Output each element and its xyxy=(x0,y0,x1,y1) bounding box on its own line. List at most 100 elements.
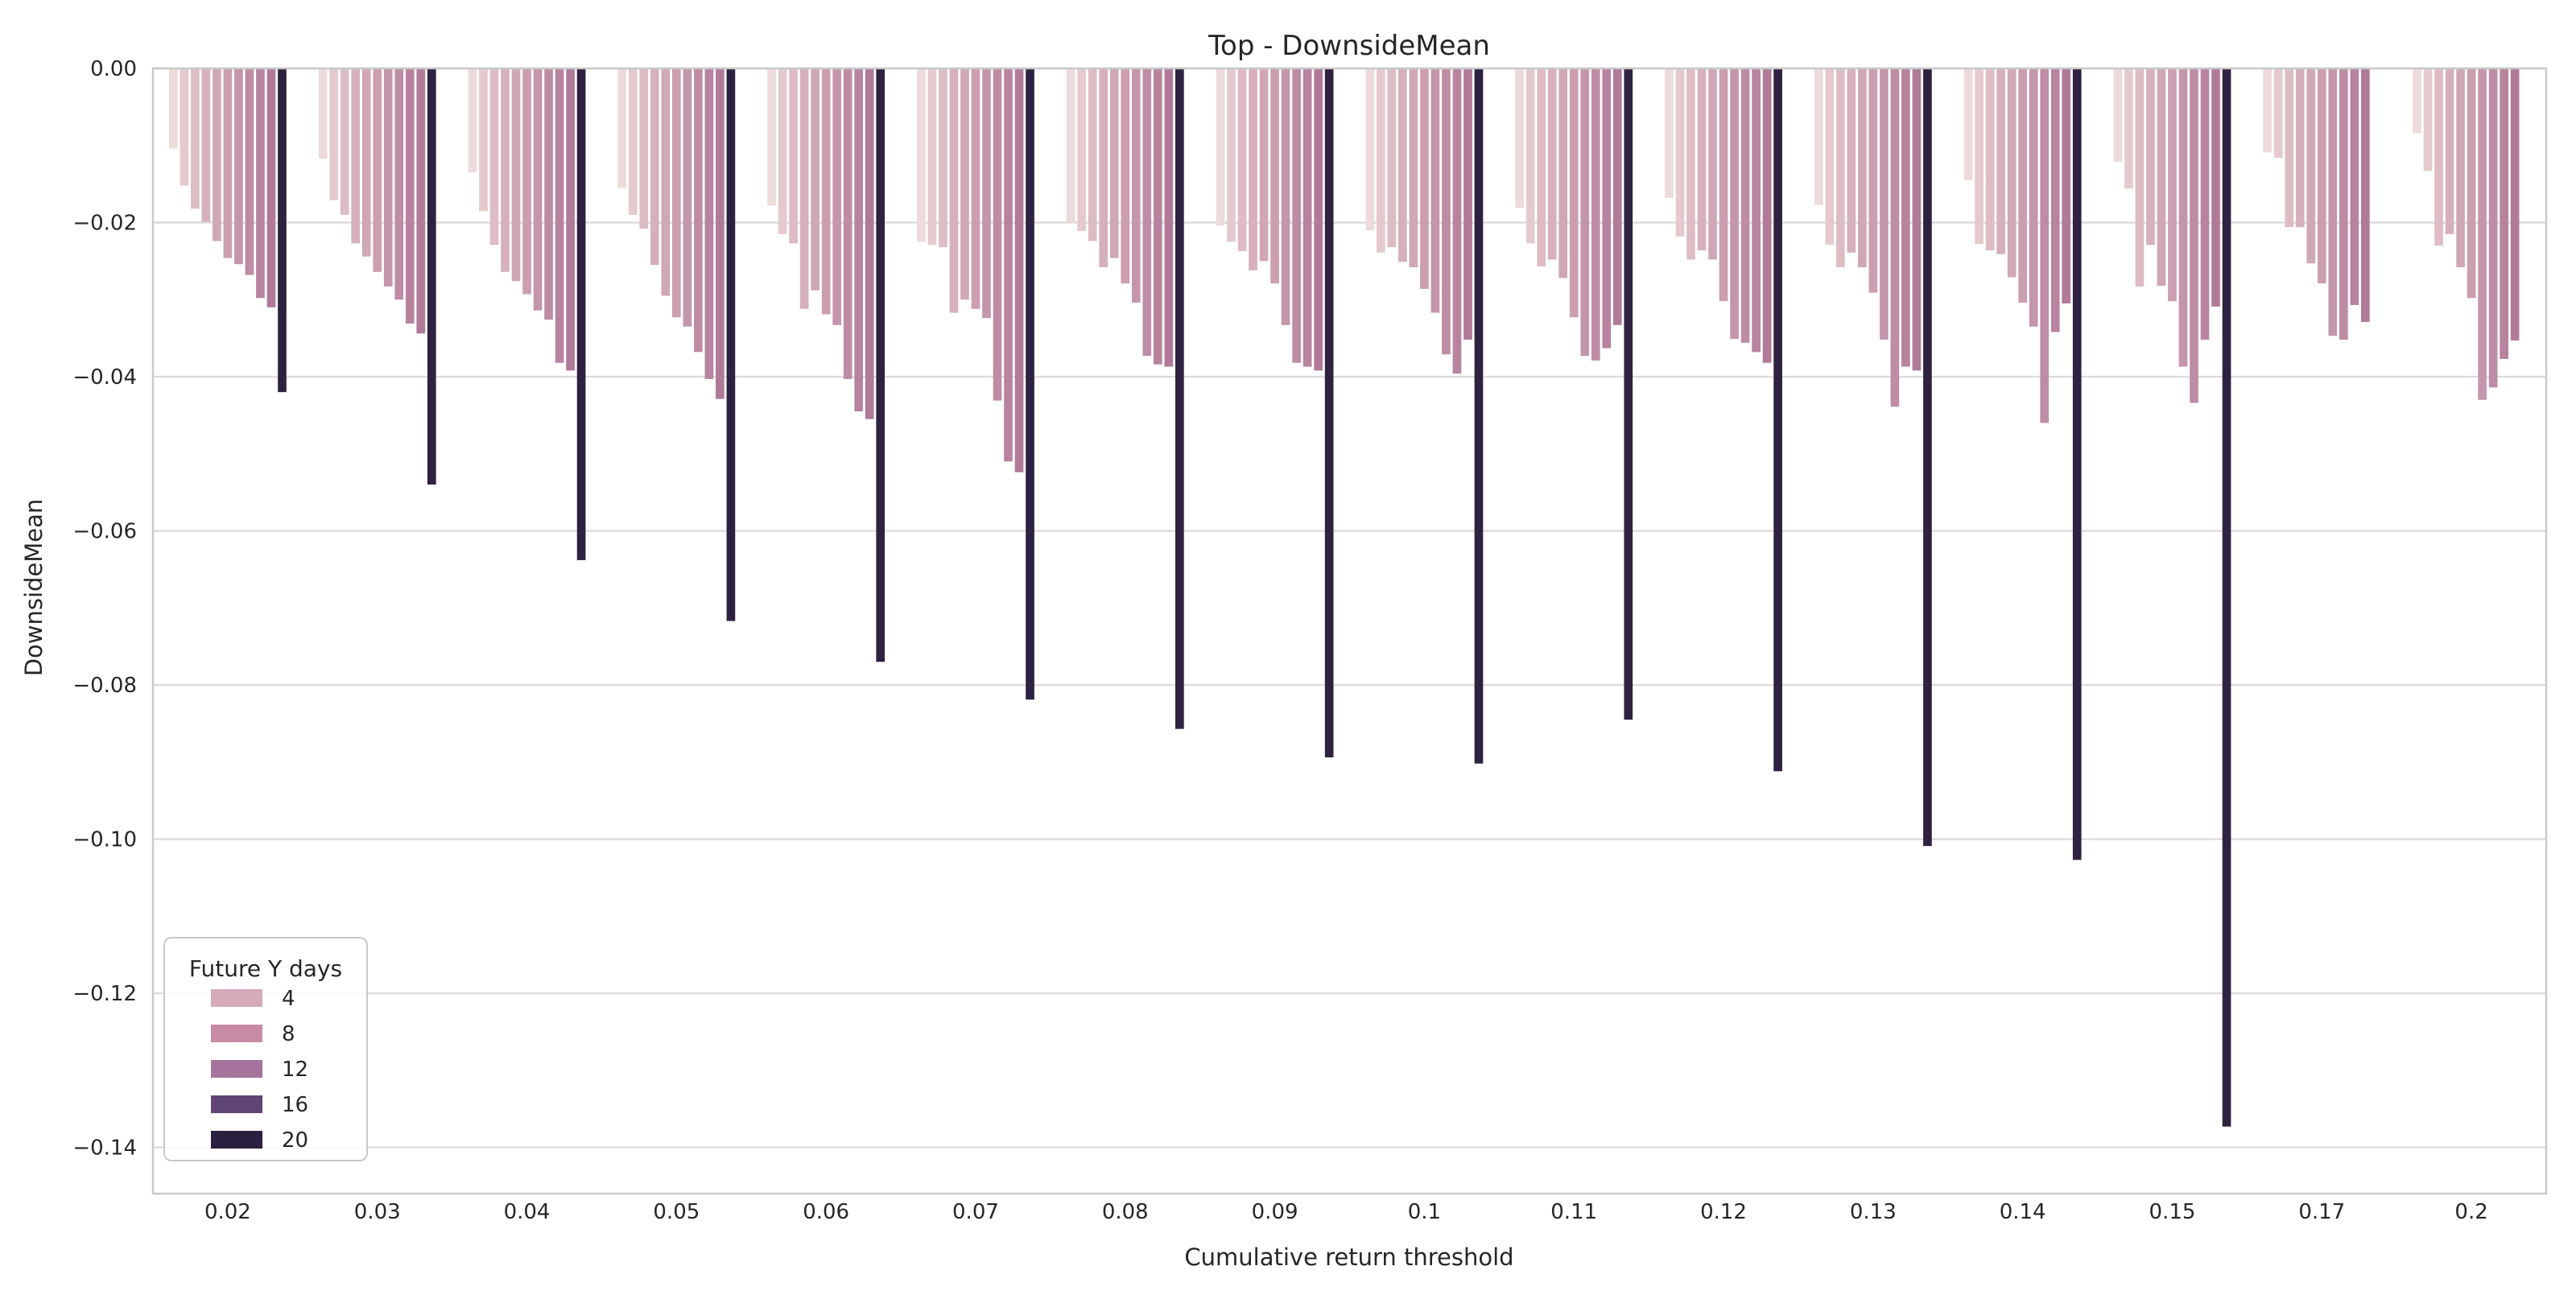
bar-day5-cat0.09 xyxy=(1259,68,1269,262)
bars xyxy=(169,68,2520,1127)
bar-day2-cat0.07 xyxy=(927,68,937,245)
bar-day10-cat0.2 xyxy=(2510,68,2520,341)
bar-day10-cat0.06 xyxy=(865,68,874,419)
legend-swatch-8 xyxy=(211,1025,262,1042)
bar-day3-cat0.04 xyxy=(489,68,499,245)
bar-day5-cat0.15 xyxy=(2157,68,2166,287)
bar-day4-cat0.14 xyxy=(1996,68,2005,254)
bar-day10-cat0.1 xyxy=(1463,68,1472,340)
bar-day9-cat0.12 xyxy=(1752,68,1761,353)
bar-day20-cat0.15 xyxy=(2222,68,2231,1127)
legend-label-12: 12 xyxy=(282,1058,308,1082)
bar-day7-cat0.03 xyxy=(383,68,393,287)
bar-day5-cat0.12 xyxy=(1708,68,1717,260)
bar-day9-cat0.06 xyxy=(854,68,864,412)
plot-border xyxy=(151,67,2548,1195)
bar-day5-cat0.06 xyxy=(811,68,819,291)
bar-day5-cat0.05 xyxy=(661,68,671,296)
bar-day2-cat0.03 xyxy=(329,68,339,200)
bar-day8-cat0.08 xyxy=(1142,68,1152,357)
legend-swatch-12 xyxy=(211,1060,262,1078)
bar-day2-cat0.05 xyxy=(628,68,638,215)
bar-day1-cat0.09 xyxy=(1216,68,1225,226)
bar-day6-cat0.03 xyxy=(373,68,382,272)
bar-day5-cat0.08 xyxy=(1109,68,1119,258)
bar-day1-cat0.17 xyxy=(2263,68,2273,153)
legend-label-16: 16 xyxy=(282,1093,308,1117)
bar-day2-cat0.2 xyxy=(2423,68,2433,171)
bar-day3-cat0.06 xyxy=(789,68,798,244)
bar-day1-cat0.06 xyxy=(767,68,776,206)
bar-day9-cat0.1 xyxy=(1452,68,1462,374)
y-tick-label: −0.06 xyxy=(72,520,137,544)
x-tick-label: 0.17 xyxy=(2298,1200,2345,1224)
bar-day6-cat0.17 xyxy=(2317,68,2326,284)
bar-day4-cat0.2 xyxy=(2445,68,2454,234)
bar-day3-cat0.13 xyxy=(1835,68,1845,268)
bar-day4-cat0.03 xyxy=(351,68,361,244)
bar-day7-cat0.13 xyxy=(1880,68,1889,340)
x-tick-label: 0.09 xyxy=(1252,1200,1298,1224)
bar-day9-cat0.05 xyxy=(704,68,714,379)
bar-day3-cat0.02 xyxy=(191,68,200,209)
y-axis-label: DownsideMean xyxy=(20,499,47,677)
x-tick-label: 0.11 xyxy=(1550,1200,1597,1224)
legend-label-4: 4 xyxy=(282,987,295,1011)
bar-day1-cat0.08 xyxy=(1066,68,1075,224)
bar-day20-cat0.09 xyxy=(1324,68,1334,758)
bar-day9-cat0.09 xyxy=(1302,68,1312,367)
bar-day2-cat0.06 xyxy=(778,68,787,234)
bar-day9-cat0.03 xyxy=(405,68,415,324)
bar-day3-cat0.2 xyxy=(2434,68,2443,246)
x-tick-label: 0.03 xyxy=(354,1200,401,1224)
x-axis-label: Cumulative return threshold xyxy=(1184,1244,1513,1271)
bar-day1-cat0.05 xyxy=(617,68,627,188)
bar-day7-cat0.14 xyxy=(2029,68,2038,327)
bar-day8-cat0.13 xyxy=(1890,68,1900,407)
bar-day7-cat0.15 xyxy=(2178,68,2188,367)
bar-day6-cat0.07 xyxy=(971,68,980,309)
bar-day4-cat0.08 xyxy=(1099,68,1108,268)
bar-day10-cat0.02 xyxy=(266,68,276,307)
legend-label-20: 20 xyxy=(282,1128,308,1153)
bar-day9-cat0.08 xyxy=(1153,68,1162,365)
bar-day20-cat0.03 xyxy=(427,68,436,485)
x-tick-label: 0.02 xyxy=(204,1200,251,1224)
bar-day6-cat0.09 xyxy=(1270,68,1279,284)
bar-day4-cat0.15 xyxy=(2146,68,2155,245)
legend-title: Future Y days xyxy=(189,955,342,982)
bar-day2-cat0.14 xyxy=(1975,68,1984,245)
y-tick-label: −0.12 xyxy=(72,982,137,1006)
legend-label-8: 8 xyxy=(282,1022,295,1046)
bar-day5-cat0.14 xyxy=(2007,68,2017,278)
bar-day7-cat0.08 xyxy=(1131,68,1141,303)
bar-day6-cat0.02 xyxy=(223,68,233,258)
legend-swatch-4 xyxy=(211,989,262,1007)
bar-day1-cat0.04 xyxy=(468,68,477,173)
bar-day10-cat0.03 xyxy=(416,68,426,334)
bar-day2-cat0.02 xyxy=(180,68,189,186)
bar-day4-cat0.06 xyxy=(799,68,809,309)
bar-day6-cat0.11 xyxy=(1569,68,1579,318)
bar-day6-cat0.14 xyxy=(2018,68,2027,303)
bar-day20-cat0.08 xyxy=(1175,68,1184,729)
bar-day1-cat0.13 xyxy=(1814,68,1823,205)
y-tick-label: −0.10 xyxy=(72,828,137,852)
bar-day7-cat0.05 xyxy=(683,68,692,327)
bar-day9-cat0.14 xyxy=(2050,68,2060,332)
bar-day6-cat0.2 xyxy=(2467,68,2476,299)
bar-day10-cat0.08 xyxy=(1164,68,1174,367)
bar-day7-cat0.17 xyxy=(2328,68,2338,336)
bar-day8-cat0.07 xyxy=(993,68,1002,401)
bar-day5-cat0.2 xyxy=(2456,68,2465,268)
bar-day3-cat0.11 xyxy=(1537,68,1546,267)
bar-day7-cat0.12 xyxy=(1730,68,1739,340)
bar-day8-cat0.09 xyxy=(1292,68,1301,363)
bar-day8-cat0.17 xyxy=(2339,68,2348,340)
bar-day2-cat0.11 xyxy=(1525,68,1535,244)
bar-day8-cat0.15 xyxy=(2190,68,2198,403)
bar-day6-cat0.1 xyxy=(1420,68,1429,289)
bar-day1-cat0.11 xyxy=(1515,68,1524,208)
bar-day7-cat0.06 xyxy=(832,68,842,325)
